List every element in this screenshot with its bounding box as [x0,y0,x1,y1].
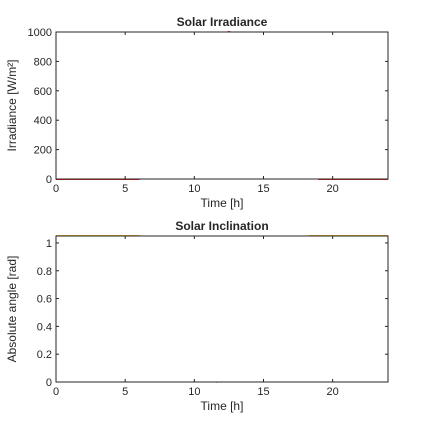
chart-2-y-axis-label: Absolute angle [rad] [5,256,19,363]
chart-2: 0 5 10 15 20 0 0.2 0.4 0.6 0.8 1 Solar Inclination T… [5,219,389,413]
chart-2-x-axis-label: Time [h] [201,399,244,413]
chart-1-x-tick-label-0: 0 [53,183,59,195]
chart-1-x-tick-label-4: 20 [327,183,339,195]
chart-2-x-tick-label-0: 0 [53,386,59,398]
chart-2-x-tick-label-4: 20 [327,386,339,398]
chart-2-x-tick-label-1: 5 [122,386,128,398]
chart-2-axes-box [55,235,389,383]
chart-2-x-tick-label-2: 10 [188,386,200,398]
chart-1-y-tick-label-3: 600 [34,86,52,98]
chart-1-x-tick-label-1: 5 [122,183,128,195]
chart-2-y-tick-label-4: 0.8 [37,266,52,278]
chart-2-y-tick-label-0: 0 [46,377,52,389]
chart-2-title: Solar Inclination [175,219,268,233]
chart-2-x-tick-label-3: 15 [257,386,269,398]
chart-2-y-tick-label-2: 0.4 [37,321,52,333]
chart-1-y-tick-label-4: 800 [34,56,52,68]
chart-1-x-axis-label: Time [h] [201,196,244,210]
chart-1-title: Solar Irradiance [177,15,268,29]
chart-1-y-axis-label: Irradiance [W/m²] [5,59,19,151]
chart-1-y-tick-label-1: 200 [34,145,52,157]
chart-2-y-tick-label-3: 0.6 [37,294,52,306]
chart-1-y-tick-label-2: 400 [34,115,52,127]
chart-1-x-tick-label-2: 10 [188,183,200,195]
chart-2-y-tick-label-1: 0.2 [37,349,52,361]
chart-1-y-tick-label-5: 1000 [28,27,52,39]
chart-2-y-tick-label-5: 1 [46,238,52,250]
chart-1-axes-box [55,31,389,180]
chart-1-x-tick-label-3: 15 [257,183,269,195]
chart-1-y-tick-label-0: 0 [46,174,52,186]
